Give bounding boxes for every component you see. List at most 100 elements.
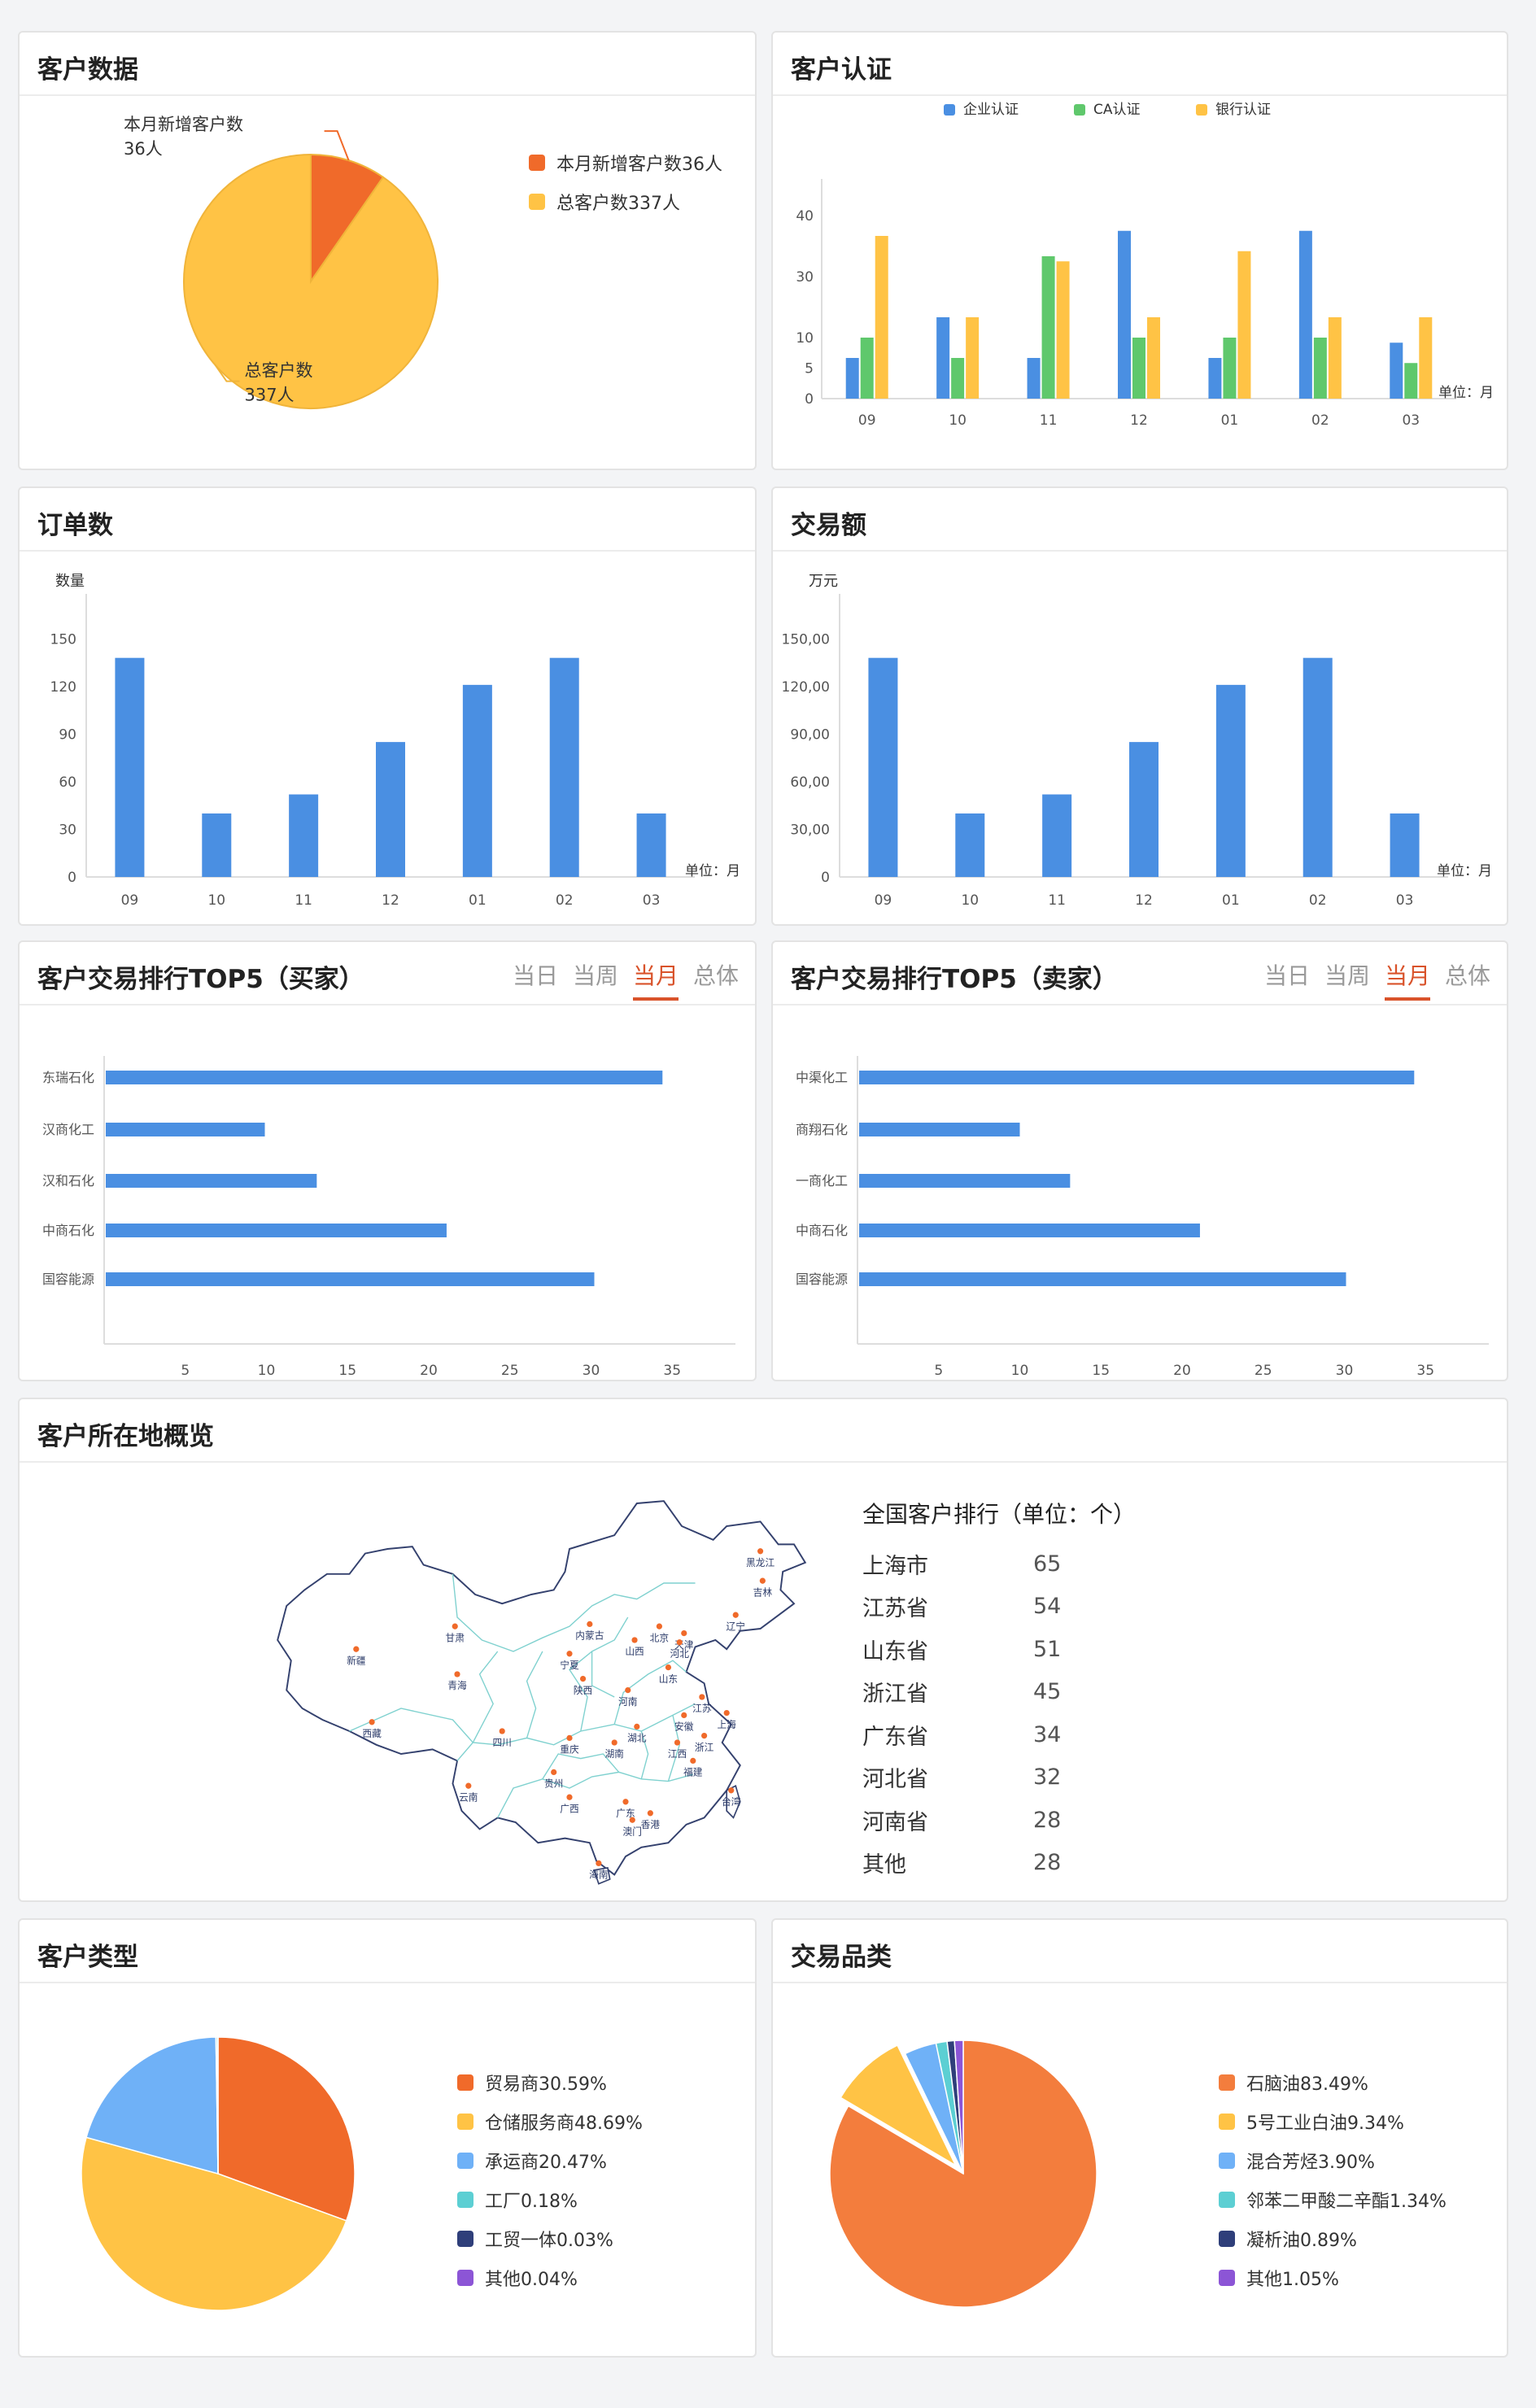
legend-item: 其他1.05% <box>1219 2258 1447 2297</box>
legend-swatch <box>457 2270 473 2286</box>
rank-value: 54 <box>1033 1594 1062 1620</box>
unit-label: 单位：月 <box>1438 385 1494 401</box>
x-tick-label: 15 <box>1092 1363 1110 1379</box>
x-tick-label: 25 <box>1255 1363 1272 1379</box>
pie-slice <box>183 153 439 409</box>
y-tick-label: 120,00 <box>782 679 830 696</box>
rank-name: 其他 <box>862 1852 906 1878</box>
map-marker <box>566 1651 573 1657</box>
y-tick-label: 0 <box>68 870 76 886</box>
x-tick-label: 35 <box>1416 1363 1434 1379</box>
x-tick-label: 11 <box>1048 892 1066 909</box>
rank-value: 51 <box>1033 1636 1062 1662</box>
bar <box>106 1123 265 1136</box>
tab-period[interactable]: 总体 <box>1444 962 1490 989</box>
period-tabs: 当日 当周 当月 总体 <box>1264 958 1490 1001</box>
y-tick-label: 30 <box>59 822 76 838</box>
province-border <box>456 1651 499 1761</box>
province-border <box>349 1703 696 1746</box>
map-marker <box>454 1671 460 1677</box>
rank-row: 山东省 51 <box>862 1628 1136 1671</box>
bar <box>1223 338 1237 399</box>
bar <box>859 1123 1020 1136</box>
y-tick-label: 0 <box>805 391 814 408</box>
province-label: 浙江 <box>695 1742 714 1753</box>
map-marker <box>551 1769 557 1776</box>
trade-category-card: 交易品类 石脑油83.49% 5号工业白油9.34% 混合芳烃3.90% 邻苯二甲酸二… <box>771 1918 1508 2358</box>
y-tick-label: 国容能源 <box>42 1272 94 1287</box>
x-tick-label: 02 <box>1309 892 1327 909</box>
province-label: 吉林 <box>753 1586 773 1598</box>
map-marker <box>681 1629 687 1637</box>
province-label: 湖北 <box>627 1733 647 1744</box>
bar <box>1215 684 1246 877</box>
tab-period[interactable]: 总体 <box>692 962 739 989</box>
province-label: 四川 <box>492 1737 511 1748</box>
legend-label: 其他0.04% <box>485 2270 578 2290</box>
rank-row: 浙江省 45 <box>862 1671 1136 1714</box>
card-title: 交易品类 <box>791 1943 892 1972</box>
x-tick-label: 10 <box>1011 1363 1029 1379</box>
tab-period[interactable]: 当日 <box>512 962 558 989</box>
legend-swatch <box>1219 2114 1235 2130</box>
legend-swatch <box>1196 104 1207 116</box>
province-label: 陕西 <box>574 1685 593 1696</box>
x-tick-label: 20 <box>420 1363 438 1379</box>
slice-label: 总客户数 <box>244 361 312 381</box>
trade-amount-bar-chart: 万元 0 30,00 60,00 90,00 120,00 150,00 09 10 11 12 01… <box>782 573 1492 909</box>
legend-label: 总客户数337人 <box>556 194 680 214</box>
y-tick-label: 60,00 <box>790 774 830 791</box>
taiwan-outline <box>726 1784 741 1819</box>
y-tick-label: 汉商化工 <box>42 1122 94 1137</box>
bar <box>106 1174 317 1188</box>
map-marker <box>665 1664 672 1671</box>
tab-period[interactable]: 当日 <box>1263 962 1310 989</box>
x-tick-label: 02 <box>556 892 574 909</box>
customer-type-pie-chart <box>81 2036 356 2311</box>
y-tick-label: 30,00 <box>790 822 830 838</box>
map-marker <box>566 1734 573 1742</box>
province-label: 广西 <box>560 1803 579 1814</box>
y-tick-label: 汉和石化 <box>42 1173 94 1189</box>
legend-swatch <box>1219 2231 1235 2247</box>
pie-slice <box>85 2036 219 2175</box>
legend-item: 5号工业白油9.34% <box>1219 2102 1447 2141</box>
x-tick-label: 03 <box>1402 412 1420 429</box>
province-label: 贵州 <box>544 1778 563 1790</box>
bar <box>951 358 965 399</box>
country-outline <box>277 1500 807 1876</box>
pie-slice <box>953 2039 964 2175</box>
rank-value: 34 <box>1033 1721 1062 1747</box>
province-label: 青海 <box>447 1680 467 1691</box>
legend-label: 贸易商30.59% <box>485 2074 607 2095</box>
bar <box>845 358 859 399</box>
rank-row: 河南省 28 <box>862 1799 1136 1842</box>
customer-data-card: 客户数据 本月新增客户数 36人 总客户数 337人 本月新增客户数36人 总客户数33… <box>18 31 757 470</box>
x-tick-label: 01 <box>469 892 487 909</box>
y-tick-label: 40 <box>796 208 814 225</box>
rank-row: 上海市 65 <box>862 1542 1136 1586</box>
y-axis-label: 万元 <box>809 573 838 590</box>
legend-swatch <box>529 155 545 171</box>
tab-period[interactable]: 当周 <box>1324 962 1370 989</box>
tab-period[interactable]: 当月 <box>1384 958 1430 1001</box>
y-tick-label: 国容能源 <box>796 1272 848 1287</box>
y-tick-label: 中商石化 <box>796 1223 848 1238</box>
card-header: 客户数据 <box>20 33 755 96</box>
tab-period[interactable]: 当月 <box>632 958 679 1001</box>
map-marker <box>625 1686 631 1694</box>
bar <box>1404 363 1418 399</box>
legend-item: 混合芳烃3.90% <box>1219 2141 1447 2180</box>
legend-swatch <box>457 2074 473 2091</box>
bar <box>1390 342 1403 399</box>
rank-name: 浙江省 <box>862 1682 928 1708</box>
bar <box>106 1224 447 1237</box>
y-tick-label: 150,00 <box>782 631 830 648</box>
trade-category-pie-chart <box>829 2039 1097 2308</box>
tab-period[interactable]: 当周 <box>572 962 618 989</box>
bar <box>1328 317 1342 399</box>
customer-type-legend: 贸易商30.59% 仓储服务商48.69% 承运商20.47% 工厂0.18% 工贸一体… <box>457 2063 643 2297</box>
map-marker <box>579 1675 587 1682</box>
